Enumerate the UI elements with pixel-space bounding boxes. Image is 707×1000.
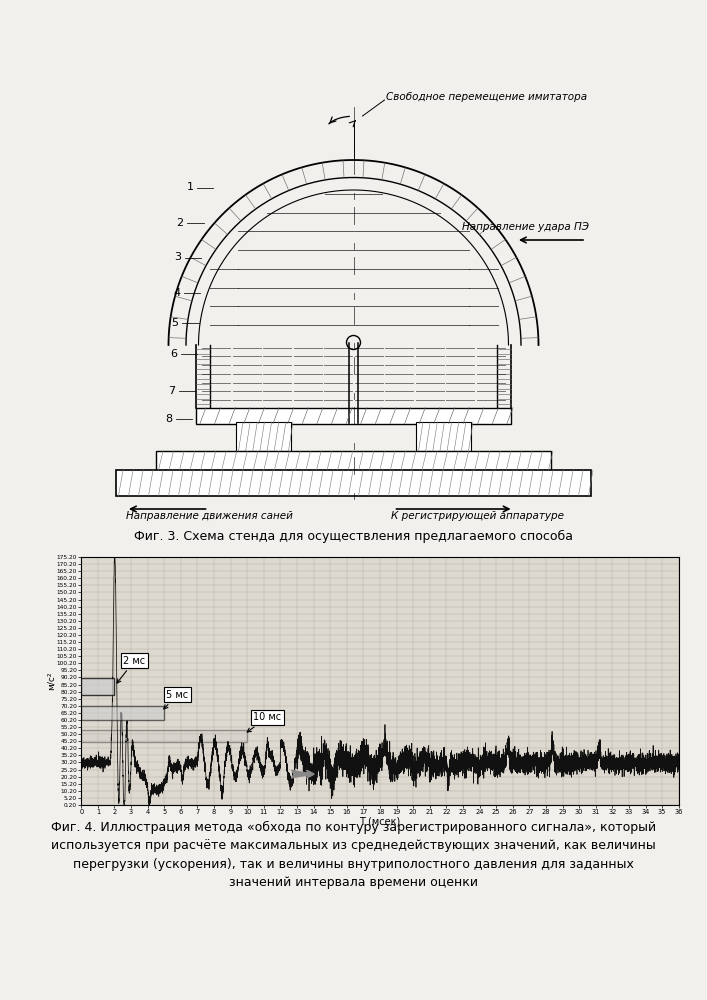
Bar	[81, 706, 164, 720]
Text: 8: 8	[165, 414, 172, 424]
Text: 5: 5	[172, 318, 178, 328]
Text: 4: 4	[173, 288, 180, 298]
Bar	[196, 408, 511, 424]
X-axis label: T (мсек): T (мсек)	[359, 817, 401, 827]
Bar	[81, 678, 115, 695]
Text: Направление движения саней: Направление движения саней	[126, 511, 293, 521]
Text: Фиг. 3. Схема стенда для осуществления предлагаемого способа: Фиг. 3. Схема стенда для осуществления п…	[134, 529, 573, 543]
Bar	[81, 730, 247, 742]
Text: Свободное перемещение имитатора: Свободное перемещение имитатора	[386, 93, 587, 103]
Text: Фиг. 4. Иллюстрация метода «обхода по контуру зарегистрированного сигнала», кото: Фиг. 4. Иллюстрация метода «обхода по ко…	[51, 821, 656, 889]
Bar	[416, 422, 471, 451]
Bar	[116, 470, 591, 496]
Bar	[236, 422, 291, 451]
Bar	[156, 451, 551, 470]
Y-axis label: м/с²: м/с²	[46, 672, 55, 690]
Text: Направление удара ПЭ: Направление удара ПЭ	[462, 223, 590, 232]
Text: 3: 3	[174, 252, 181, 262]
Text: 7: 7	[168, 386, 175, 396]
Text: 6: 6	[170, 349, 177, 359]
Text: 2 мс: 2 мс	[117, 656, 146, 683]
Text: 1: 1	[187, 182, 194, 192]
Text: 5 мс: 5 мс	[164, 690, 189, 709]
Text: 2: 2	[177, 218, 184, 228]
Text: К регистрирующей аппаратуре: К регистрирующей аппаратуре	[391, 511, 564, 521]
Text: 10 мс: 10 мс	[247, 712, 281, 732]
